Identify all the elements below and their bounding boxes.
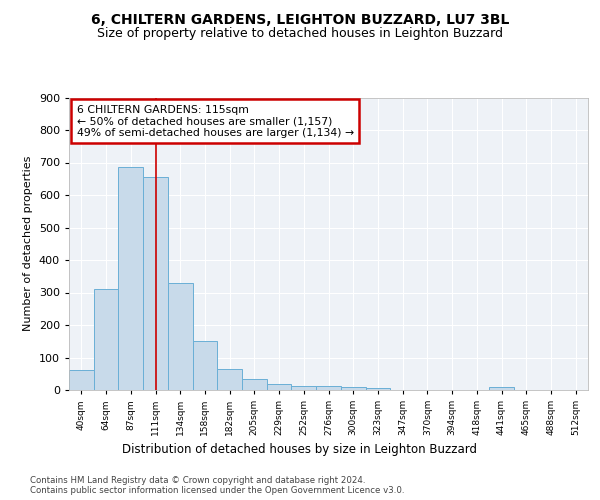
Bar	[341, 388, 365, 390]
Bar	[143, 177, 168, 390]
Bar	[489, 388, 514, 390]
Bar	[217, 369, 242, 390]
Text: Distribution of detached houses by size in Leighton Buzzard: Distribution of detached houses by size …	[122, 442, 478, 456]
Text: Size of property relative to detached houses in Leighton Buzzard: Size of property relative to detached ho…	[97, 28, 503, 40]
Text: 6, CHILTERN GARDENS, LEIGHTON BUZZARD, LU7 3BL: 6, CHILTERN GARDENS, LEIGHTON BUZZARD, L…	[91, 12, 509, 26]
Bar	[365, 388, 390, 390]
Bar	[94, 289, 118, 390]
Bar	[193, 340, 217, 390]
Bar	[267, 384, 292, 390]
Bar	[292, 386, 316, 390]
Bar	[69, 370, 94, 390]
Text: Contains HM Land Registry data © Crown copyright and database right 2024.
Contai: Contains HM Land Registry data © Crown c…	[30, 476, 404, 495]
Bar	[316, 386, 341, 390]
Bar	[242, 380, 267, 390]
Bar	[168, 283, 193, 390]
Text: 6 CHILTERN GARDENS: 115sqm
← 50% of detached houses are smaller (1,157)
49% of s: 6 CHILTERN GARDENS: 115sqm ← 50% of deta…	[77, 105, 354, 138]
Y-axis label: Number of detached properties: Number of detached properties	[23, 156, 33, 332]
Bar	[118, 168, 143, 390]
